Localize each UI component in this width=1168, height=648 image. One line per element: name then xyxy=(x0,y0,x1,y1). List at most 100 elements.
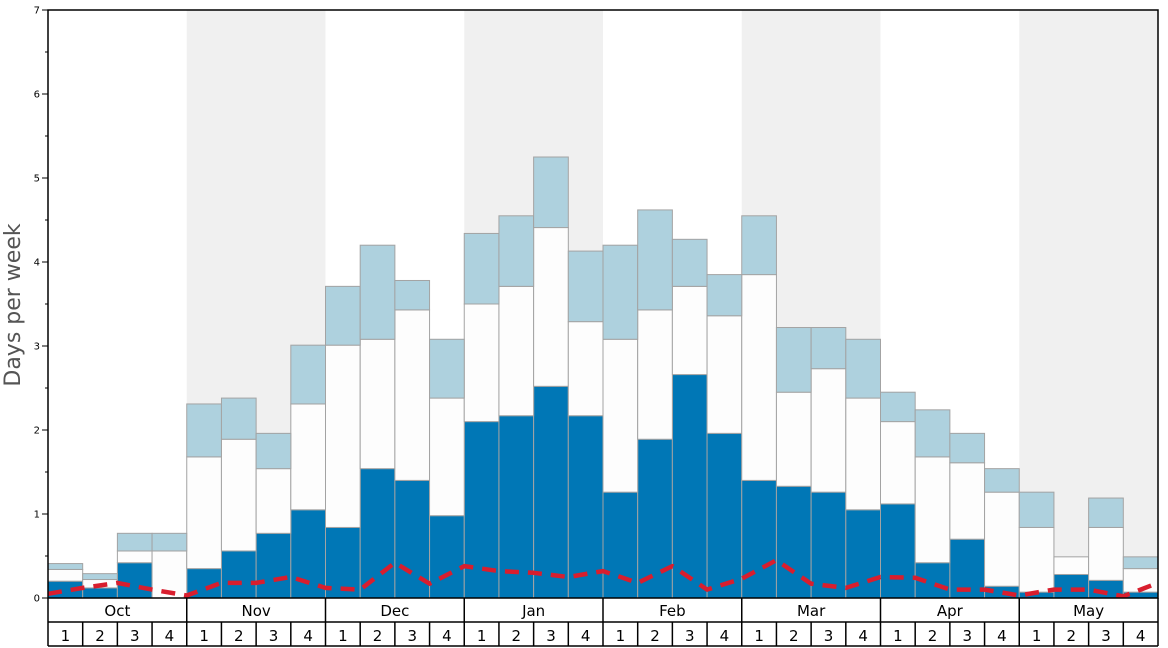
bar-segment-top xyxy=(325,285,361,346)
bar-segment-bottom xyxy=(810,491,847,599)
bar-segment-top xyxy=(706,274,743,317)
bar-segment-bottom xyxy=(429,515,465,599)
bar-segment-middle xyxy=(463,303,500,423)
bar-segment-middle xyxy=(498,285,535,417)
bar-segment-top xyxy=(567,250,604,323)
bar-segment-top xyxy=(116,532,153,552)
bar-segment-middle xyxy=(775,391,812,487)
month-label: May xyxy=(1073,602,1104,620)
month-label: Nov xyxy=(241,602,270,620)
bar-segment-middle xyxy=(429,397,465,517)
bar-segment-top xyxy=(741,215,777,276)
bar-segment-middle xyxy=(602,338,639,493)
bar-segment-middle xyxy=(533,227,569,387)
bar-segment-middle xyxy=(325,344,361,528)
bar-segment-top xyxy=(463,232,500,305)
week-label: 4 xyxy=(720,627,730,645)
week-label: 3 xyxy=(269,627,279,645)
bar-segment-top xyxy=(359,244,396,340)
month-label: Feb xyxy=(659,602,686,620)
x-axis: Oct 1 2 3 4 Nov 1 2 3 4 Dec 1 2 3 4 Jan 1 2 3 4 Feb 1 2 3 4 Mar 1 2… xyxy=(47,598,1159,647)
bar-segment-middle xyxy=(741,274,777,481)
bar-segment-top xyxy=(637,209,673,311)
week-label: 4 xyxy=(303,627,313,645)
bar-segment-top xyxy=(429,338,465,399)
week-label: 1 xyxy=(338,627,348,645)
bar-segment-middle xyxy=(394,309,431,481)
bar-segment-middle xyxy=(255,468,292,534)
week-label: 3 xyxy=(685,627,695,645)
week-label: 2 xyxy=(650,627,660,645)
y-axis-title: Days per week xyxy=(1,223,26,386)
y-tick-label: 2 xyxy=(34,426,40,437)
month-label: Oct xyxy=(104,602,130,620)
week-label: 1 xyxy=(199,627,209,645)
week-label: 2 xyxy=(928,627,938,645)
bar-segment-top xyxy=(810,327,847,370)
bar-segment-bottom xyxy=(533,385,569,599)
bar-segment-top xyxy=(47,563,84,570)
bar-segment-top xyxy=(775,327,812,393)
bar-segment-top xyxy=(220,397,257,440)
week-label: 3 xyxy=(546,627,556,645)
week-label: 1 xyxy=(616,627,626,645)
y-tick-label: 0 xyxy=(34,594,40,605)
week-label: 2 xyxy=(512,627,522,645)
bar-segment-top xyxy=(151,532,188,552)
bar-segment-bottom xyxy=(116,562,153,599)
week-label: 2 xyxy=(373,627,383,645)
week-label: 4 xyxy=(165,627,175,645)
bar-segment-top xyxy=(671,238,708,287)
y-tick-label: 5 xyxy=(34,174,40,185)
week-label: 1 xyxy=(893,627,903,645)
bar-segment-middle xyxy=(914,456,951,564)
bar-segment-top xyxy=(498,215,535,287)
week-label: 4 xyxy=(997,627,1007,645)
bar-segment-top xyxy=(533,156,569,229)
bar-segment-top xyxy=(82,573,118,581)
bar-segment-top xyxy=(255,432,292,470)
bar-segment-bottom xyxy=(671,374,708,599)
bar-segment-middle xyxy=(47,568,84,582)
y-tick-label: 1 xyxy=(34,510,40,521)
trend-line xyxy=(47,557,1159,599)
week-label: 3 xyxy=(1101,627,1111,645)
week-label: 4 xyxy=(1136,627,1146,645)
bar-segment-middle xyxy=(1018,526,1055,593)
week-label: 2 xyxy=(1067,627,1077,645)
bar-segment-top xyxy=(914,409,951,458)
bar-segment-top xyxy=(186,403,222,458)
week-label: 1 xyxy=(1032,627,1042,645)
week-label: 2 xyxy=(789,627,799,645)
bar-segment-middle xyxy=(359,338,396,470)
bar-segment-bottom xyxy=(637,438,673,599)
bar-segment-middle xyxy=(949,462,986,540)
bar-segment-middle xyxy=(845,397,881,511)
week-label: 1 xyxy=(61,627,71,645)
y-tick-label: 6 xyxy=(34,90,40,101)
bar-segment-top xyxy=(845,338,881,399)
bar-segment-bottom xyxy=(255,532,292,599)
bar-segment-middle xyxy=(706,315,743,434)
bar-segment-middle xyxy=(671,285,708,376)
week-label: 2 xyxy=(234,627,244,645)
bar-segment-top xyxy=(1088,497,1124,528)
month-label: Mar xyxy=(797,602,826,620)
bar-segment-middle xyxy=(567,321,604,417)
month-label: Dec xyxy=(380,602,409,620)
bar-segment-middle xyxy=(637,309,673,440)
bar-segment-bottom xyxy=(1053,573,1090,599)
bar-segment-top xyxy=(1122,556,1159,570)
week-label: 1 xyxy=(754,627,764,645)
bar-segment-middle xyxy=(1053,556,1090,575)
bar-segment-middle xyxy=(290,403,326,511)
week-label: 4 xyxy=(858,627,868,645)
bar-segment-top xyxy=(1018,491,1055,528)
bars xyxy=(47,156,1159,599)
bar-segment-top xyxy=(290,344,326,405)
week-label: 4 xyxy=(581,627,591,645)
bar-segment-middle xyxy=(1088,526,1124,581)
y-axis: 0 1 2 3 4 5 6 7 xyxy=(34,6,48,605)
y-tick-label: 7 xyxy=(34,6,40,17)
